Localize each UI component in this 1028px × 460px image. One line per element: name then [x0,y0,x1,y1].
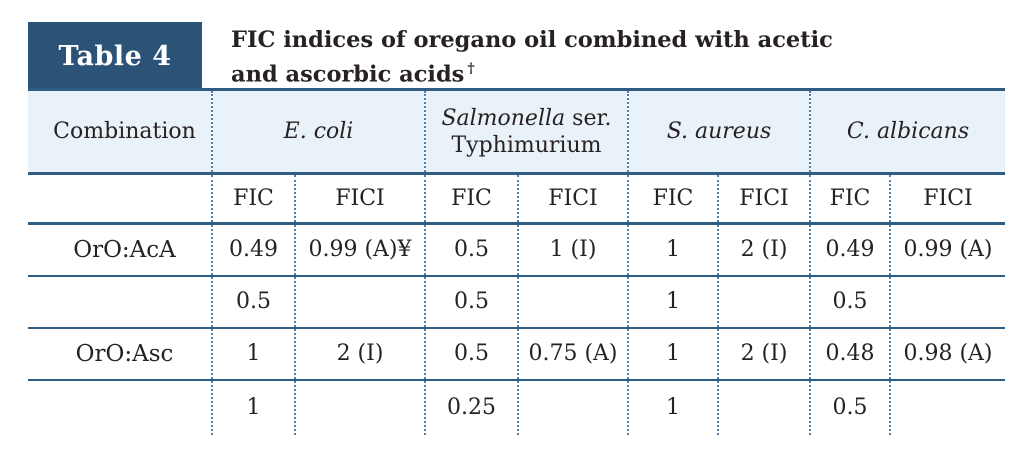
value-cell: 0.25 [424,379,518,435]
value-cell [517,379,628,435]
fic-table: Combination E. coli Salmonella ser. Typh… [28,88,1006,435]
value-cell: 0.99 (A) [888,223,1006,277]
table-row: 1 0.25 1 0.5 [28,379,1006,435]
value-cell [294,379,425,435]
table-number-label: Table 4 [58,41,172,72]
value-cell [294,275,425,329]
organism-header-e-coli: E. coli [211,88,425,175]
combination-cell [28,380,212,435]
organism-header-row: Combination E. coli Salmonella ser. Typh… [28,88,1006,175]
organism-header-salmonella: Salmonella ser. Typhimurium [424,88,628,175]
subheader-fic: FIC [627,173,718,225]
table-title-line1: FIC indices of oregano oil combined with… [231,27,833,53]
value-cell: 1 [211,327,295,381]
table-row: OrO:AcA 0.49 0.99 (A)¥ 0.5 1 (I) 1 2 (I)… [28,223,1006,277]
value-cell [888,379,1006,435]
value-cell: 1 [627,379,718,435]
table-row: OrO:Asc 1 2 (I) 0.5 0.75 (A) 1 2 (I) 0.4… [28,327,1006,381]
value-cell: 0.49 [211,223,295,277]
subheader-fic: FIC [809,173,890,225]
value-cell: 1 (I) [517,223,628,277]
subheader-fici: FICI [717,173,810,225]
organism-name-italic: C. albicans [846,119,970,144]
value-cell: 2 (I) [717,223,810,277]
value-cell: 0.99 (A)¥ [294,223,425,277]
table-row: 0.5 0.5 1 0.5 [28,275,1006,329]
table-number-badge: Table 4 [28,22,202,91]
combination-cell: OrO:AcA [28,223,212,277]
subheader-fic: FIC [211,173,295,225]
combination-cell [28,275,212,329]
value-cell: 0.5 [809,275,890,329]
value-cell: 0.98 (A) [888,327,1006,381]
value-cell [717,379,810,435]
value-cell: 2 (I) [717,327,810,381]
value-cell: 0.49 [809,223,890,277]
organism-name-roman: ser. Typhimurium [451,105,612,158]
value-cell: 1 [627,223,718,277]
organism-name-italic: E. coli [283,119,354,144]
organism-header-s-aureus: S. aureus [627,88,810,175]
subheader-fic: FIC [424,173,518,225]
value-cell: 0.5 [424,275,518,329]
table-title-line2: and ascorbic acids [231,61,465,88]
value-cell: 0.48 [809,327,890,381]
value-cell: 0.5 [809,379,890,435]
organism-header-c-albicans: C. albicans [808,88,1006,175]
value-cell: 1 [627,275,718,329]
value-cell: 0.75 (A) [517,327,628,381]
subheader-fici: FICI [888,173,1006,225]
organism-name-italic: S. aureus [666,119,772,144]
combination-header: Combination [28,88,212,175]
empty-cell [28,173,212,225]
value-cell: 0.5 [424,223,518,277]
value-cell: 0.5 [211,275,295,329]
value-cell: 1 [211,379,295,435]
dagger-footnote-mark: † [467,61,475,77]
value-cell [717,275,810,329]
value-cell: 0.5 [424,327,518,381]
table-title: FIC indices of oregano oil combined with… [231,26,991,90]
subheader-fici: FICI [517,173,628,225]
value-cell [517,275,628,329]
value-cell: 2 (I) [294,327,425,381]
combination-cell: OrO:Asc [28,327,212,381]
value-cell: 1 [627,327,718,381]
organism-name-italic: Salmonella [441,105,566,131]
fic-fici-header-row: FIC FICI FIC FICI FIC FICI FIC FICI [28,173,1006,225]
subheader-fici: FICI [294,173,425,225]
value-cell [888,275,1006,329]
